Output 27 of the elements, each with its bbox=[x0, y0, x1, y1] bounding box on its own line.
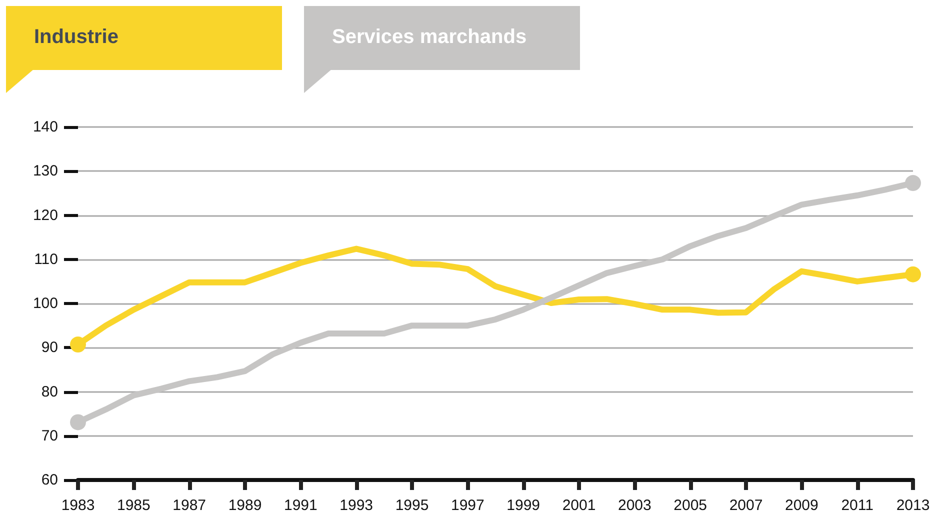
x-tick-label: 1991 bbox=[284, 497, 318, 514]
x-tick-label: 1987 bbox=[172, 497, 206, 514]
y-tick-label: 90 bbox=[41, 339, 58, 356]
x-tick-label: 1993 bbox=[340, 497, 374, 514]
y-tick-label: 80 bbox=[41, 383, 58, 400]
x-tick-label: 2005 bbox=[674, 497, 708, 514]
x-tick-label: 1989 bbox=[228, 497, 262, 514]
y-tick-label: 110 bbox=[34, 250, 58, 268]
y-tick-label: 100 bbox=[32, 295, 58, 312]
y-tick-label: 130 bbox=[32, 162, 58, 180]
x-tick-label: 2011 bbox=[841, 497, 874, 514]
x-tick-label: 2013 bbox=[896, 497, 930, 514]
y-tick-label: 120 bbox=[32, 206, 58, 224]
x-tick-label: 1995 bbox=[395, 497, 429, 514]
y-tick-label: 140 bbox=[32, 118, 58, 136]
x-tick-label: 2001 bbox=[562, 497, 596, 514]
x-tick-label: 2007 bbox=[729, 497, 763, 514]
x-tick-label: 1983 bbox=[61, 497, 95, 514]
x-tick-label: 1999 bbox=[506, 497, 540, 514]
x-tick-label: 1997 bbox=[450, 497, 484, 514]
text: Industrie bbox=[34, 26, 118, 49]
x-tick-label: 2003 bbox=[618, 497, 652, 514]
text: Services marchands bbox=[332, 26, 527, 49]
x-tick-label: 1985 bbox=[116, 497, 150, 514]
y-tick-label: 60 bbox=[41, 472, 58, 488]
x-tick-label: 2009 bbox=[784, 497, 818, 514]
y-tick-label: 70 bbox=[41, 427, 58, 444]
